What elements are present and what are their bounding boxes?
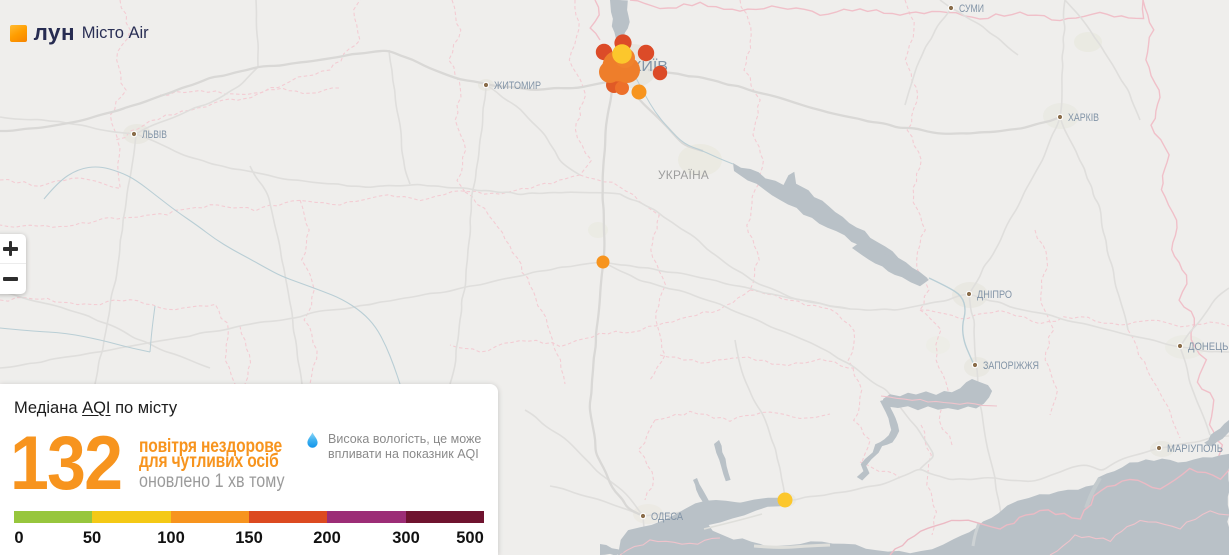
svg-text:ЖИТОМИР: ЖИТОМИР — [494, 80, 541, 92]
svg-text:СУМИ: СУМИ — [959, 3, 984, 15]
svg-text:МАРІУПОЛЬ: МАРІУПОЛЬ — [1167, 443, 1223, 455]
svg-text:ДОНЕЦЬК: ДОНЕЦЬК — [1188, 341, 1229, 353]
svg-text:УКРАЇНА: УКРАЇНА — [658, 168, 709, 182]
svg-text:ДНІПРО: ДНІПРО — [977, 289, 1012, 301]
svg-text:ЛЬВІВ: ЛЬВІВ — [142, 129, 167, 141]
svg-text:ХАРКІВ: ХАРКІВ — [1068, 112, 1099, 124]
svg-text:ОДЕСА: ОДЕСА — [651, 511, 684, 523]
svg-text:ЗАПОРІЖЖЯ: ЗАПОРІЖЖЯ — [983, 360, 1039, 372]
